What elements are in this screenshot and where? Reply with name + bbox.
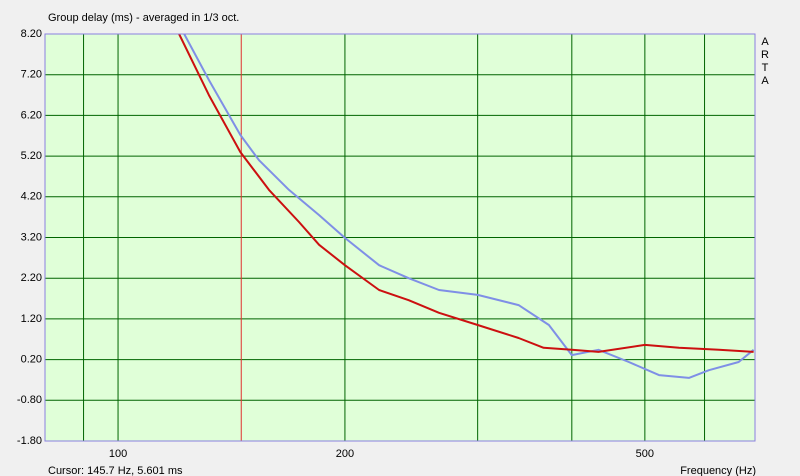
x-axis-label: Frequency (Hz) — [680, 465, 756, 476]
x-tick-label: 500 — [636, 448, 654, 460]
y-tick-label: 4.20 — [21, 191, 42, 203]
y-tick-label: 8.20 — [21, 28, 42, 40]
y-tick-label: 7.20 — [21, 69, 42, 81]
series-line — [183, 34, 755, 379]
y-tick-label: 0.20 — [21, 354, 42, 366]
brand-letter: A — [761, 75, 769, 87]
y-tick-label: -0.80 — [17, 394, 42, 406]
cursor-readout: Cursor: 145.7 Hz, 5.601 ms — [48, 465, 183, 476]
y-tick-label: 6.20 — [21, 109, 42, 121]
y-tick-label: 3.20 — [21, 231, 42, 243]
y-tick-label: 5.20 — [21, 150, 42, 162]
y-tick-label: 1.20 — [21, 313, 42, 325]
x-tick-label: 200 — [336, 448, 354, 460]
brand-letter: R — [761, 49, 769, 61]
series-line — [178, 34, 754, 353]
y-tick-label: 2.20 — [21, 272, 42, 284]
y-tick-label: -1.80 — [17, 435, 42, 447]
brand-letter: A — [761, 36, 769, 48]
chart-title: Group delay (ms) - averaged in 1/3 oct. — [48, 12, 239, 24]
plot-frame — [44, 33, 756, 442]
x-tick-label: 100 — [109, 448, 127, 460]
brand-letter: T — [762, 62, 769, 74]
